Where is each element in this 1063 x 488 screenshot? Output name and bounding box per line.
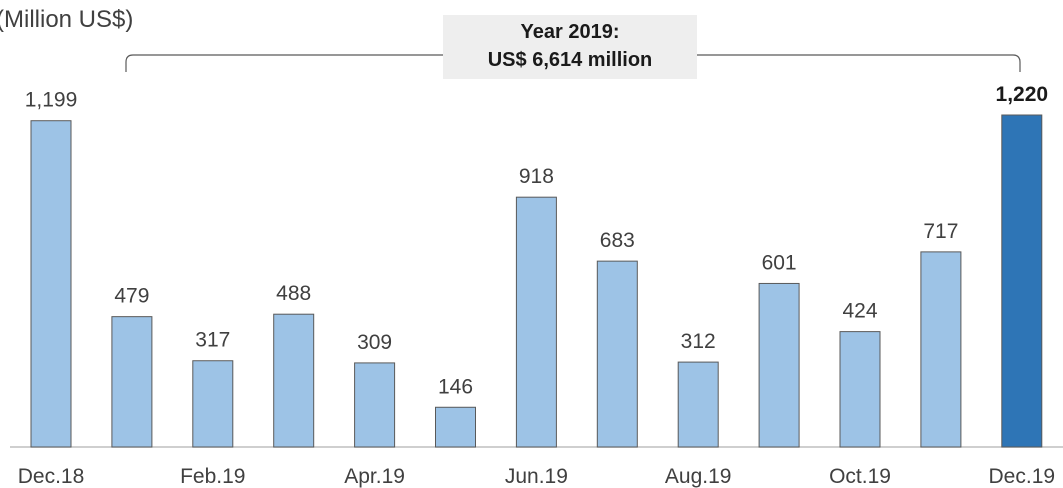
data-label: 717 — [923, 220, 958, 243]
bar-jan-19 — [111, 316, 153, 448]
bar-oct-19 — [839, 331, 881, 448]
annotation-box: Year 2019: US$ 6,614 million — [443, 15, 697, 79]
annotation-line-2: US$ 6,614 million — [487, 49, 653, 71]
data-label: 1,220 — [996, 83, 1049, 106]
bar-apr-19 — [354, 362, 396, 448]
data-label: 683 — [600, 229, 635, 252]
unit-label: (Million US$) — [0, 6, 134, 33]
data-label: 312 — [681, 330, 716, 353]
data-label: 488 — [276, 282, 311, 305]
x-tick-label: Dec.19 — [989, 465, 1056, 488]
data-label: 424 — [842, 300, 877, 323]
data-label: 146 — [438, 375, 473, 398]
bar-mar-19 — [273, 313, 315, 448]
data-label: 317 — [195, 329, 230, 352]
bar-jun-19 — [515, 196, 557, 448]
x-tick-label: Jun.19 — [505, 465, 568, 488]
bar-aug-19 — [677, 361, 719, 448]
data-label: 601 — [762, 251, 797, 274]
x-tick-label: Feb.19 — [180, 465, 245, 488]
data-label: 309 — [357, 331, 392, 354]
data-label: 1,199 — [25, 89, 78, 112]
bar-nov-19 — [920, 251, 962, 448]
bar-jul-19 — [596, 260, 638, 448]
x-tick-label: Apr.19 — [344, 465, 405, 488]
data-label: 479 — [114, 285, 149, 308]
x-tick-label: Aug.19 — [665, 465, 732, 488]
annotation-line-1: Year 2019: — [520, 21, 620, 43]
x-tick-label: Oct.19 — [829, 465, 891, 488]
bar-sep-19 — [758, 282, 800, 448]
bar-dec-18 — [30, 120, 72, 448]
x-tick-label: Dec.18 — [18, 465, 85, 488]
bar-may-19 — [435, 406, 476, 448]
bar-dec-19 — [1001, 114, 1043, 448]
bar-feb-19 — [192, 360, 234, 448]
data-label: 918 — [519, 165, 554, 188]
